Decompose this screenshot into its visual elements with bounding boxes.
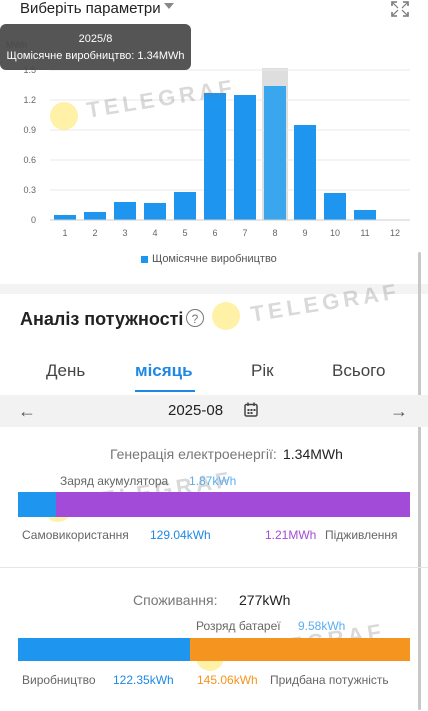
consumption-bar-production bbox=[18, 638, 191, 661]
bar[interactable] bbox=[114, 202, 136, 220]
battery-discharge-value: 9.58kWh bbox=[298, 619, 346, 633]
feed-in-label: Підживлення bbox=[325, 528, 398, 542]
chart-tooltip: 2025/8 Щомісячне виробництво: 1.34MWh bbox=[0, 24, 191, 70]
battery-discharge-label: Розряд батареї bbox=[196, 619, 281, 633]
x-tick-label: 7 bbox=[242, 228, 247, 238]
caret-down-icon[interactable] bbox=[164, 3, 174, 9]
bar[interactable] bbox=[54, 215, 76, 220]
x-tick-label: 9 bbox=[302, 228, 307, 238]
purchased-value: 145.06kWh bbox=[197, 673, 258, 687]
x-tick-label: 5 bbox=[182, 228, 187, 238]
generation-label: Генерація електроенергії: bbox=[110, 446, 277, 462]
x-tick-label: 2 bbox=[92, 228, 97, 238]
generation-bar-self-use bbox=[18, 492, 56, 517]
consumption-label: Споживання: bbox=[133, 592, 218, 608]
telegraf-logo-icon bbox=[212, 302, 240, 330]
calendar-icon[interactable] bbox=[244, 402, 258, 417]
active-tab-indicator bbox=[135, 390, 195, 392]
x-tick-label: 1 bbox=[62, 228, 67, 238]
arrow-right-icon[interactable]: → bbox=[390, 401, 408, 421]
y-tick-label: 0.6 bbox=[23, 155, 36, 165]
date-navigator bbox=[0, 395, 428, 427]
tab-year[interactable]: Рік bbox=[251, 361, 274, 380]
legend-label[interactable]: Щомісячне виробництво bbox=[152, 253, 277, 265]
x-tick-label: 4 bbox=[152, 228, 157, 238]
bar[interactable] bbox=[174, 192, 196, 220]
consumption-value: 277kWh bbox=[239, 592, 291, 608]
battery-charge-value: 1.87kWh bbox=[189, 474, 237, 488]
generation-value: 1.34MWh bbox=[283, 446, 343, 462]
tooltip-value: Щомісячне виробництво: 1.34MWh bbox=[6, 50, 185, 62]
x-tick-label: 8 bbox=[272, 228, 277, 238]
self-use-label: Самовикористання bbox=[22, 528, 129, 542]
tab-all[interactable]: Всього bbox=[332, 361, 386, 380]
x-tick-label: 10 bbox=[330, 228, 340, 238]
telegraf-logo-icon bbox=[50, 102, 78, 130]
bar[interactable] bbox=[204, 93, 226, 220]
bar[interactable] bbox=[324, 193, 346, 220]
feed-in-value: 1.21MWh bbox=[265, 528, 317, 542]
bar[interactable] bbox=[354, 210, 376, 220]
divider bbox=[0, 567, 428, 568]
legend-swatch[interactable] bbox=[141, 256, 148, 263]
bar[interactable] bbox=[294, 125, 316, 220]
x-tick-label: 3 bbox=[122, 228, 127, 238]
x-tick-label: 6 bbox=[212, 228, 217, 238]
bar[interactable] bbox=[264, 86, 286, 220]
tab-day[interactable]: День bbox=[46, 361, 86, 380]
date-label[interactable]: 2025-08 bbox=[168, 402, 224, 419]
arrow-left-icon[interactable]: ← bbox=[18, 401, 36, 421]
y-tick-label: 1.2 bbox=[23, 95, 36, 105]
parameters-selector[interactable]: Виберіть параметри bbox=[20, 0, 161, 17]
section-title: Аналіз потужності bbox=[20, 309, 184, 329]
generation-bar-feed bbox=[18, 492, 410, 517]
bar[interactable] bbox=[144, 203, 166, 220]
expand-icon[interactable] bbox=[390, 0, 410, 18]
bar[interactable] bbox=[234, 95, 256, 220]
y-tick-label: 0 bbox=[31, 215, 36, 225]
battery-charge-label: Заряд акумулятора bbox=[60, 474, 169, 488]
x-tick-label: 12 bbox=[390, 228, 400, 238]
y-tick-label: 0.9 bbox=[23, 125, 36, 135]
production-value: 122.35kWh bbox=[113, 673, 174, 687]
bar[interactable] bbox=[84, 212, 106, 220]
y-tick-label: 0.3 bbox=[23, 185, 36, 195]
purchased-label: Придбана потужність bbox=[270, 673, 389, 687]
tab-month[interactable]: місяць bbox=[135, 361, 193, 380]
x-tick-label: 11 bbox=[360, 228, 369, 238]
scrollbar[interactable] bbox=[418, 252, 421, 710]
monthly-production-chart: 00.30.60.91.21.5MWh123456789101112 bbox=[6, 40, 410, 238]
y-tick-label: 1.5 bbox=[23, 65, 36, 75]
tooltip-period: 2025/8 bbox=[78, 33, 113, 45]
self-use-value: 129.04kWh bbox=[150, 528, 211, 542]
section-divider bbox=[0, 284, 428, 294]
production-label: Виробництво bbox=[22, 673, 96, 687]
help-icon[interactable]: ? bbox=[186, 309, 204, 327]
